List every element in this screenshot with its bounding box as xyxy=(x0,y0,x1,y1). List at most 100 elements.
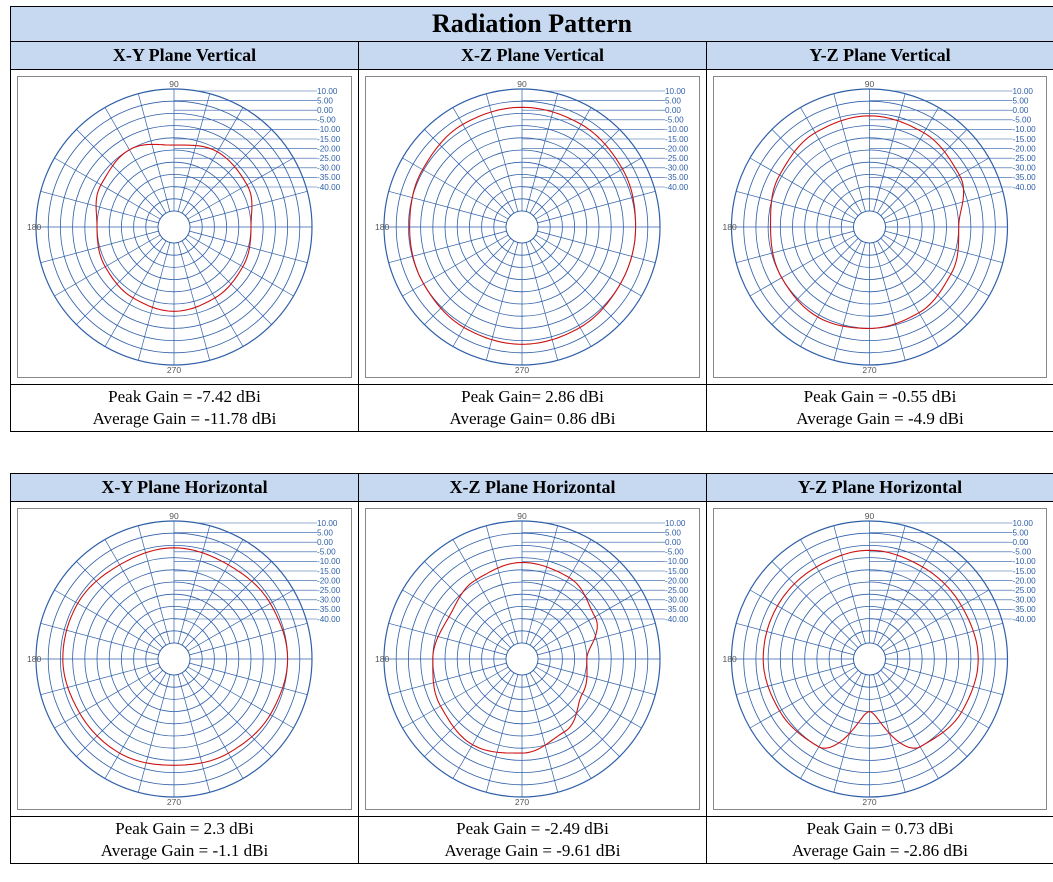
grid-spoke xyxy=(187,157,294,220)
grid-spoke xyxy=(177,242,211,361)
angle-label: 270 xyxy=(862,365,876,375)
radial-tick-label: -25.00 xyxy=(317,154,341,163)
grid-spoke xyxy=(402,666,509,729)
polar-plot-frame: 10.00 5.00 0.00 -5.00 -10.00 -15.00 -20.00 -25.… xyxy=(713,76,1047,378)
grid-spoke xyxy=(189,622,308,656)
angle-label: 90 xyxy=(169,79,179,89)
grid-spoke xyxy=(525,674,559,793)
grid-spoke xyxy=(535,234,642,297)
radial-tick-label: -5.00 xyxy=(317,548,336,557)
gain-trace xyxy=(432,561,598,754)
grid-ring xyxy=(853,210,886,244)
gain-trace xyxy=(62,547,289,766)
grid-spoke xyxy=(137,525,171,644)
radial-tick-label: -15.00 xyxy=(1013,135,1037,144)
radial-tick-label: 10.00 xyxy=(665,87,686,96)
average-gain: Average Gain = -11.78 dBi xyxy=(92,409,277,428)
radial-tick-label: -30.00 xyxy=(1013,596,1037,605)
angle-label: 90 xyxy=(517,79,527,89)
grid-spoke xyxy=(877,107,939,214)
radial-tick-label: -15.00 xyxy=(317,135,341,144)
panel-heading: X-Z Plane Vertical xyxy=(358,41,707,70)
grid-spoke xyxy=(880,670,968,757)
grid-spoke xyxy=(76,238,163,325)
gain-cell: Peak Gain = -2.49 dBi Average Gain = -9.6… xyxy=(358,816,707,864)
radial-tick-label: -5.00 xyxy=(317,116,336,125)
radial-tick-label: -25.00 xyxy=(665,586,689,595)
grid-spoke xyxy=(54,589,161,652)
angle-label: 270 xyxy=(167,797,181,807)
radial-tick-label: -20.00 xyxy=(665,144,689,153)
grid-spoke xyxy=(736,662,855,696)
grid-spoke xyxy=(749,666,856,729)
radial-tick-label: -5.00 xyxy=(1013,548,1032,557)
average-gain: Average Gain = -4.9 dBi xyxy=(796,409,964,428)
grid-spoke xyxy=(749,589,856,652)
radial-tick-label: -40.00 xyxy=(665,183,689,192)
grid-spoke xyxy=(529,107,592,214)
radial-tick-label: -40.00 xyxy=(1013,183,1037,192)
grid-spoke xyxy=(535,666,642,729)
grid-spoke xyxy=(40,230,159,264)
grid-spoke xyxy=(880,129,968,216)
radial-tick-label: -5.00 xyxy=(665,116,684,125)
grid-spoke xyxy=(402,157,509,220)
radial-tick-label: -15.00 xyxy=(665,135,689,144)
average-gain: Average Gain = -1.1 dBi xyxy=(100,841,269,860)
radial-tick-label: -20.00 xyxy=(317,576,341,585)
grid-spoke xyxy=(535,157,642,220)
grid-spoke xyxy=(189,230,308,264)
angle-label: 180 xyxy=(27,654,41,664)
radial-tick-label: -20.00 xyxy=(1013,576,1037,585)
radial-tick-label: -25.00 xyxy=(317,586,341,595)
angle-label: 270 xyxy=(862,797,876,807)
grid-spoke xyxy=(485,93,519,212)
angle-label: 90 xyxy=(517,511,527,521)
grid-spoke xyxy=(525,242,559,361)
grid-spoke xyxy=(529,539,592,646)
radial-tick-label: 5.00 xyxy=(317,528,333,537)
grid-spoke xyxy=(388,662,507,696)
radial-tick-label: 5.00 xyxy=(317,96,333,105)
grid-spoke xyxy=(833,525,866,644)
gain-trace xyxy=(409,106,637,345)
grid-spoke xyxy=(537,622,656,656)
radial-tick-label: -40.00 xyxy=(1013,615,1037,624)
radial-tick-label: 0.00 xyxy=(665,538,681,547)
radial-tick-label: 10.00 xyxy=(1013,87,1034,96)
grid-spoke xyxy=(537,190,656,224)
grid-spoke xyxy=(76,561,163,648)
grid-spoke xyxy=(181,240,244,347)
radial-tick-label: -30.00 xyxy=(1013,164,1037,173)
grid-spoke xyxy=(76,670,163,757)
grid-spoke xyxy=(40,662,159,696)
grid-spoke xyxy=(736,622,855,656)
radial-tick-label: -10.00 xyxy=(1013,125,1037,134)
radial-tick-label: 10.00 xyxy=(317,519,338,528)
radial-tick-label: -30.00 xyxy=(317,164,341,173)
grid-spoke xyxy=(189,662,308,696)
angle-label: 90 xyxy=(865,511,875,521)
grid-spoke xyxy=(525,525,559,644)
grid-spoke xyxy=(187,234,294,297)
grid-spoke xyxy=(424,129,511,216)
grid-spoke xyxy=(137,674,171,793)
grid-spoke xyxy=(883,589,990,652)
polar-plot: 10.005.000.00-5.00-10.00-15.00-20.00-25.… xyxy=(27,79,341,375)
grid-spoke xyxy=(485,242,519,361)
angle-label: 270 xyxy=(515,365,529,375)
radial-tick-label: 5.00 xyxy=(1013,96,1029,105)
grid-spoke xyxy=(181,107,244,214)
grid-ring xyxy=(853,642,886,676)
grid-spoke xyxy=(388,622,507,656)
grid-spoke xyxy=(884,230,1003,264)
polar-plot: 10.005.000.00-5.00-10.00-15.00-20.00-25.… xyxy=(723,79,1037,375)
radial-tick-label: 10.00 xyxy=(317,87,338,96)
grid-spoke xyxy=(800,107,862,214)
grid-spoke xyxy=(137,242,171,361)
grid-spoke xyxy=(771,561,859,648)
grid-spoke xyxy=(877,240,939,347)
radial-tick-label: 0.00 xyxy=(317,538,333,547)
grid-spoke xyxy=(452,672,515,779)
radial-tick-label: -15.00 xyxy=(317,567,341,576)
